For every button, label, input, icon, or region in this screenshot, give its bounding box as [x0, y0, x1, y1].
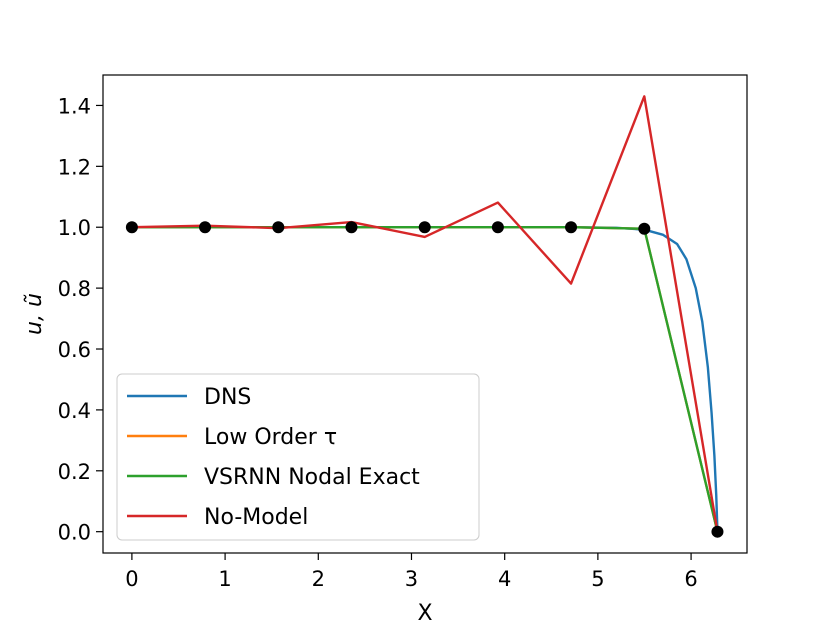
x-tick-label: 3 [405, 567, 418, 591]
x-tick-label: 4 [498, 567, 511, 591]
x-axis-label: X [417, 601, 432, 623]
y-tick-label: 0.4 [58, 399, 91, 423]
x-tick-label: 0 [125, 567, 138, 591]
plot-frame [102, 74, 748, 554]
series-line-3 [130, 95, 719, 533]
x-axis: 0 1 2 3 4 5 6 [125, 553, 698, 591]
y-tick-label: 1.0 [58, 216, 91, 240]
node-marker [491, 221, 504, 234]
x-tick-label: 1 [218, 567, 231, 591]
y-axis: 0.0 0.2 0.4 0.6 0.8 1.0 1.2 1.4 [58, 94, 103, 545]
node-marker [711, 525, 724, 538]
node-marker [418, 221, 431, 234]
plot-markers [125, 221, 724, 538]
y-tick-label: 1.4 [58, 94, 91, 118]
x-tick-label: 2 [312, 567, 325, 591]
y-tick-label: 0.6 [58, 338, 91, 362]
legend-label-3: No-Model [204, 505, 308, 530]
node-marker [199, 221, 212, 234]
legend-label-2: VSRNN Nodal Exact [204, 465, 420, 490]
node-marker [638, 222, 651, 235]
y-tick-label: 0.2 [58, 460, 91, 484]
node-marker [125, 221, 138, 234]
x-tick-label: 6 [684, 567, 697, 591]
y-axis-label: u, ũ [22, 293, 47, 335]
y-tick-label: 0.0 [58, 521, 91, 545]
x-tick-label: 5 [591, 567, 604, 591]
node-marker [345, 221, 358, 234]
y-tick-label: 1.2 [58, 155, 91, 179]
node-marker [565, 221, 578, 234]
y-tick-label: 0.8 [58, 277, 91, 301]
node-marker [272, 221, 285, 234]
legend-box [116, 373, 480, 541]
legend-label-0: DNS [204, 385, 251, 410]
legend-label-1: Low Order τ [204, 425, 337, 450]
legend: DNS Low Order τ VSRNN Nodal Exact No-Model [116, 373, 480, 541]
